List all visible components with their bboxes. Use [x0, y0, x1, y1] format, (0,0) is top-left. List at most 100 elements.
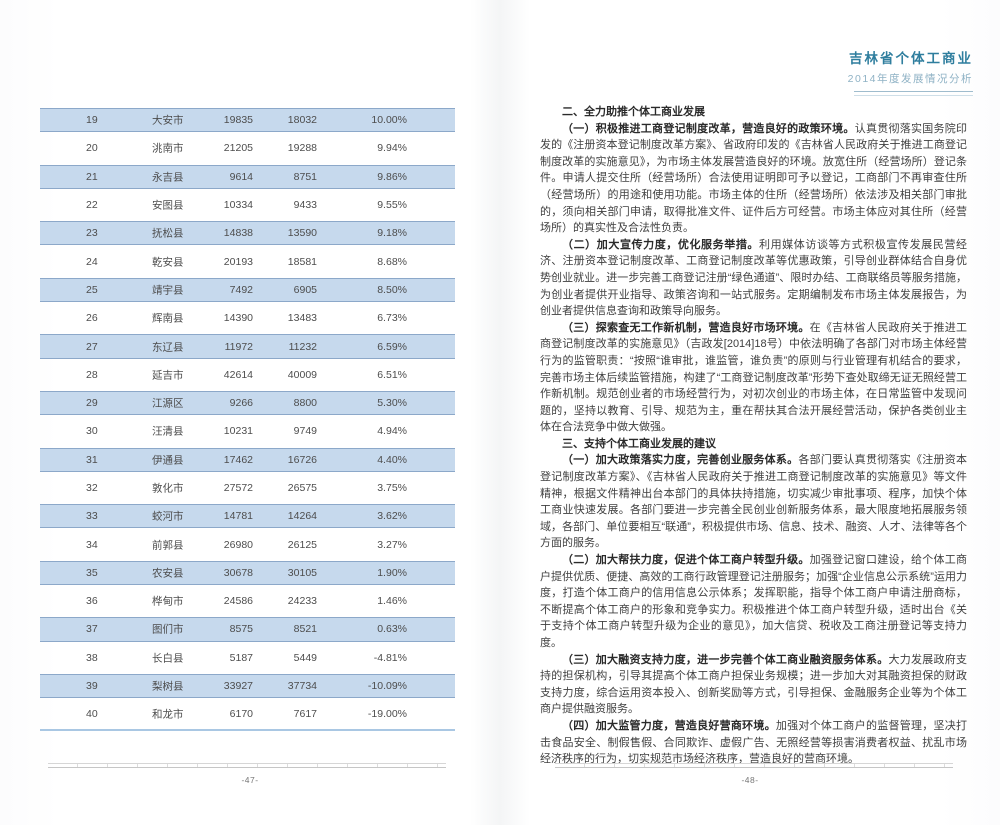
table-cell: 23: [86, 227, 98, 240]
table-cell: 6170: [229, 708, 253, 721]
table-cell: 3.27%: [377, 538, 407, 551]
table-cell: 抚松县: [152, 227, 184, 240]
table-cell: 7617: [293, 708, 317, 721]
table-cell: 蛟河市: [152, 510, 184, 523]
table-cell: 37734: [287, 680, 317, 693]
table-cell: 39: [86, 680, 98, 693]
right-page: 吉林省个体工商业 2014年度发展情况分析 二、全力助推个体工商业发展 （一）积极…: [500, 0, 1000, 825]
table-cell: -10.09%: [367, 680, 407, 693]
page-number-right: -48-: [741, 775, 759, 785]
table-cell: 3.75%: [377, 482, 407, 494]
document-title: 吉林省个体工商业: [849, 51, 973, 66]
table-row: 24 乾安县 20193 18581 8.68%: [40, 247, 455, 275]
table-cell: 6.73%: [377, 312, 407, 325]
table-cell: 辉南县: [152, 312, 184, 325]
paragraph-lead: （三）探索查无工作新机制，营造良好市场环境。: [562, 321, 810, 334]
left-page: 19 大安市 19835 18032 10.00% 20 洮南市 21205 19288 9.94…: [40, 108, 455, 785]
table-cell: 26575: [287, 482, 317, 494]
table-row: 30 汪清县 10231 9749 4.94%: [40, 417, 455, 445]
table-cell: 4.94%: [377, 425, 407, 438]
table-cell: 19288: [287, 142, 317, 155]
table-row: 40 和龙市 6170 7617 -19.00%: [40, 700, 455, 728]
table-cell: 17462: [223, 453, 253, 466]
footer-rule-left: [48, 763, 446, 768]
table-cell: 9614: [229, 170, 253, 183]
table-cell: 21205: [223, 142, 253, 155]
table-cell: 33: [86, 510, 98, 523]
table-cell: 8521: [293, 623, 317, 636]
table-cell: 10.00%: [371, 114, 407, 127]
table-cell: 27572: [223, 482, 253, 494]
table-row: 38 长白县 5187 5449 -4.81%: [40, 644, 455, 672]
table-cell: 40: [86, 708, 98, 721]
table-cell: 10334: [223, 199, 253, 212]
table-cell: 22: [86, 199, 98, 212]
paragraph: （一）加大政策落实力度，完善创业服务体系。各部门要认真贯彻落实《注册资本登记制度…: [540, 454, 968, 550]
footer-rule-right: [555, 763, 953, 768]
table-cell: 伊通县: [152, 454, 184, 467]
table-cell: 32: [86, 482, 98, 494]
paragraph-lead: （二）加大帮扶力度，促进个体工商户转型升级。: [562, 554, 810, 567]
table-cell: 24: [86, 255, 98, 268]
table-cell: 19: [86, 114, 98, 127]
table-cell: 1.90%: [377, 566, 407, 579]
table-cell: 3.62%: [377, 510, 407, 523]
paragraph: （一）积极推进工商登记制度改革，营造良好的政策环境。认真贯彻落实国务院印发的《注…: [540, 122, 968, 235]
table-cell: 35: [86, 566, 98, 579]
table-cell: 19835: [223, 114, 253, 127]
document-subtitle: 2014年度发展情况分析: [847, 73, 973, 85]
table-cell: 9266: [229, 397, 253, 410]
table-row: 23 抚松县 14838 13590 9.18%: [40, 219, 455, 247]
table-cell: 延吉市: [152, 369, 184, 382]
table-row: 32 敦化市 27572 26575 3.75%: [40, 474, 455, 502]
table-cell: 26: [86, 312, 98, 325]
table-cell: 18032: [287, 114, 317, 127]
table-cell: 桦甸市: [152, 595, 184, 608]
table-cell: 38: [86, 651, 98, 664]
table-row: 37 图们市 8575 8521 0.63%: [40, 615, 455, 643]
table-cell: 14838: [223, 227, 253, 240]
table-cell: 大安市: [152, 114, 184, 127]
table-cell: 31: [86, 453, 98, 466]
table-cell: 洮南市: [152, 142, 184, 155]
paragraph: （二）加大宣传力度，优化服务举措。利用媒体访谈等方式积极宣传发展民营经济、注册资…: [540, 238, 967, 318]
paragraph: （四）加大监管力度，营造良好营商环境。加强对个体工商户的监督管理，坚决打击食品安…: [540, 719, 968, 766]
table-row: 34 前郭县 26980 26125 3.27%: [40, 530, 455, 558]
table-cell: 江源区: [152, 397, 184, 410]
table-cell: 14781: [223, 510, 253, 523]
table-cell: 9.94%: [377, 142, 407, 155]
table-cell: 34: [86, 538, 98, 551]
table-cell: 1.46%: [377, 595, 407, 608]
table-cell: 4.40%: [377, 453, 407, 466]
paragraph: （二）加大帮扶力度，促进个体工商户转型升级。加强登记窗口建设，给个体工商户提供优…: [540, 554, 967, 649]
table-row: 20 洮南市 21205 19288 9.94%: [40, 134, 455, 162]
table-cell: 28: [86, 368, 98, 381]
table-cell: 9.86%: [377, 170, 407, 183]
table-cell: 靖宇县: [152, 284, 184, 297]
table-cell: 26125: [287, 538, 317, 551]
table-cell: 5187: [229, 651, 253, 664]
table-cell: 5.30%: [377, 397, 407, 410]
table-cell: 安图县: [152, 199, 184, 212]
table-cell: 9.55%: [377, 199, 407, 212]
table-cell: 乾安县: [152, 256, 184, 269]
table-cell: 11972: [224, 340, 253, 353]
table-cell: 24586: [223, 595, 253, 608]
table-cell: 40009: [287, 368, 317, 381]
table-cell: 东辽县: [152, 341, 184, 354]
table-cell: 30: [86, 425, 98, 438]
table-cell: 8751: [293, 170, 317, 183]
table-cell: 24233: [287, 595, 317, 608]
table-cell: 33927: [223, 680, 253, 693]
paragraph-lead: （三）加大融资支持力度，进一步完善个体工商业融资服务体系。: [562, 653, 889, 666]
table-row: 35 农安县 30678 30105 1.90%: [40, 559, 455, 587]
table-cell: 汪清县: [152, 425, 184, 438]
table-cell: 8.50%: [377, 283, 407, 296]
article-body: 二、全力助推个体工商业发展 （一）积极推进工商登记制度改革，营造良好的政策环境。认…: [540, 104, 967, 768]
table-cell: 梨树县: [152, 680, 184, 693]
table-cell: 30678: [223, 566, 253, 579]
table-cell: 30105: [287, 566, 317, 579]
table-cell: 37: [86, 623, 98, 636]
paragraph-lead: （二）加大宣传力度，优化服务举措。: [562, 238, 759, 251]
